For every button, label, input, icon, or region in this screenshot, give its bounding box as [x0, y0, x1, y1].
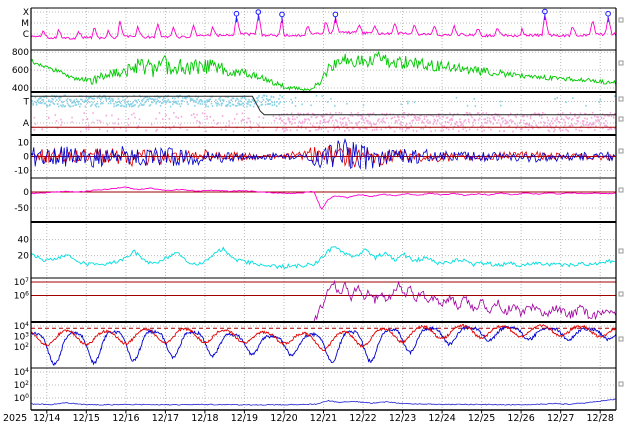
series-wind-speed [31, 50, 616, 92]
x-tick-label: 12/28 [587, 413, 614, 424]
series-density-line [31, 246, 615, 270]
y-tick-label: 102 [14, 342, 29, 353]
y-axis-labels: XMC800600400TA100-100-504020107106104103… [12, 8, 30, 404]
panel-imf-sector [31, 94, 616, 133]
series-index-line [31, 186, 616, 210]
y-tick-label: 103 [14, 332, 29, 343]
panel-solar-wind-speed [31, 50, 616, 92]
x-tick-label: 12/23 [389, 413, 416, 424]
series-proton-line [31, 398, 616, 406]
flare-markers [233, 8, 611, 23]
right-axis-marker [618, 291, 624, 297]
panel-electron-flux [31, 324, 616, 367]
y-tick-label: X [23, 8, 29, 18]
y-tick-label: 107 [14, 277, 29, 288]
year-label: 2025 [3, 413, 27, 424]
right-axis-marker [618, 148, 624, 154]
right-axis-marker [618, 187, 624, 193]
right-axis-marker [618, 248, 624, 254]
flare-marker [542, 8, 548, 15]
y-tick-label: 20 [18, 252, 30, 262]
right-axis-marker [618, 96, 624, 102]
right-axis-marker [618, 336, 624, 342]
x-tick-label: 12/22 [349, 413, 376, 424]
series-electron-red [31, 324, 616, 352]
y-tick-label: 104 [14, 367, 29, 378]
y-tick-label: 40 [18, 236, 30, 246]
y-tick-label: T [23, 98, 30, 108]
panel-frames [30, 7, 617, 411]
y-tick-label: 400 [12, 84, 29, 94]
panel-density-bt [31, 239, 616, 270]
y-tick-label: C [23, 30, 29, 40]
x-tick-label: 12/20 [270, 413, 297, 424]
panel-proton-flux [31, 371, 616, 406]
panel-imf-bz-by [31, 138, 616, 171]
y-tick-label: 800 [12, 48, 29, 58]
y-tick-label: 10 [18, 139, 30, 149]
panel-electron-fluence [31, 279, 616, 322]
x-tick-label: 12/26 [507, 413, 534, 424]
y-tick-label: 106 [14, 291, 29, 302]
x-axis: 12/14 12/15 12/16 12/17 12/18 12/19 12/20 12/21… [3, 410, 614, 424]
series-goes-xray [31, 15, 616, 41]
y-tick-label: A [23, 119, 30, 129]
series-fluence-line [310, 279, 616, 322]
x-tick-label: 12/21 [310, 413, 337, 424]
y-tick-label: 0 [23, 153, 29, 163]
x-tick-label: 12/19 [231, 413, 258, 424]
right-axis-marker [618, 116, 624, 122]
x-tick-label: 12/17 [152, 413, 179, 424]
right-axis-marker [618, 17, 624, 23]
flare-marker [332, 11, 339, 18]
flare-marker [233, 10, 240, 17]
right-axis-marker [618, 381, 624, 387]
x-tick-label: 12/25 [468, 413, 495, 424]
flare-marker [279, 11, 285, 18]
y-tick-label: 0 [23, 188, 29, 198]
panel-xray-flux [31, 8, 616, 41]
y-tick-label: 104 [14, 321, 29, 332]
y-tick-label: 100 [14, 393, 29, 404]
y-tick-label: 600 [12, 66, 29, 76]
right-axis-marker [618, 60, 624, 66]
x-tick-label: 12/24 [428, 413, 455, 424]
series-electron-blue [31, 325, 616, 367]
y-tick-label: M [21, 19, 29, 29]
flare-marker [255, 9, 262, 15]
x-tick-label: 12/15 [73, 413, 100, 424]
x-tick-label: 12/14 [33, 413, 60, 424]
series-sector-step [31, 95, 616, 116]
panel-geomagnetic-index [31, 186, 616, 210]
x-tick-label: 12/18 [191, 413, 218, 424]
x-tick-label: 12/27 [547, 413, 574, 424]
right-axis-markers [618, 17, 624, 387]
y-tick-label: 102 [14, 380, 29, 391]
x-tick-label: 12/16 [112, 413, 139, 424]
flare-marker [605, 10, 611, 17]
series-imf-blue [31, 138, 615, 170]
y-tick-label: -10 [14, 167, 29, 177]
y-tick-label: -50 [14, 204, 29, 214]
day-gridlines [46, 8, 601, 410]
